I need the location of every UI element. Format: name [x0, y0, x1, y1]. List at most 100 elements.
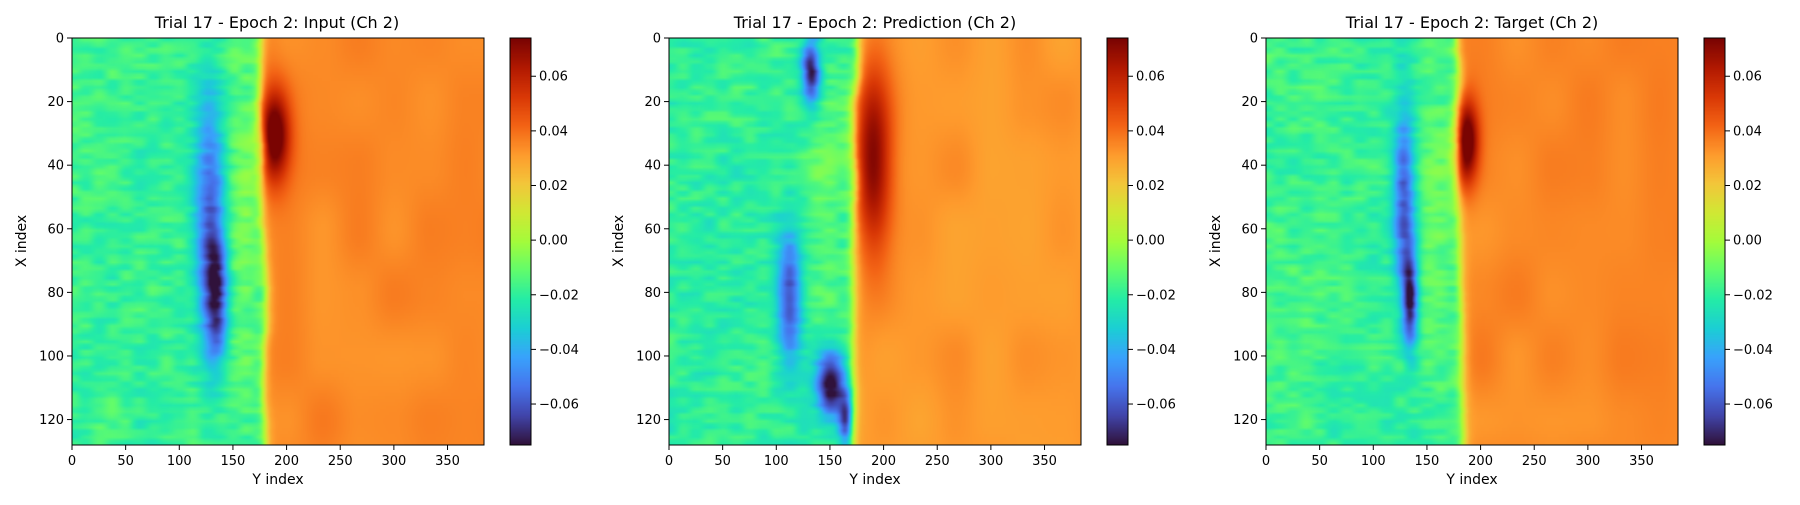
colorbar-axis: −0.06 −0.04 −0.02 0.00 0.02 0.04 0.06: [1725, 70, 1773, 413]
colorbar-frame: [509, 37, 532, 446]
colorbar-tick-label: −0.02: [1136, 288, 1176, 303]
x-axis-label: Y index: [251, 472, 303, 488]
colorbar-image: [1107, 38, 1128, 445]
x-tick-label: 250: [1522, 454, 1547, 469]
plot-frame: [71, 37, 485, 446]
y-axis-label: X index: [14, 215, 30, 267]
x-tick-label: 50: [117, 454, 134, 469]
colorbar-axis: −0.06 −0.04 −0.02 0.00 0.02 0.04 0.06: [531, 70, 579, 413]
y-tick-label: 60: [644, 222, 661, 237]
colorbar-tick-label: 0.00: [539, 234, 568, 249]
x-tick-label: 150: [1415, 454, 1440, 469]
panel-input: Trial 17 - Epoch 2: Input (Ch 2) 0 50 100 1…: [14, 13, 579, 488]
colorbar-image: [510, 38, 531, 445]
x-axis-label: Y index: [848, 472, 900, 488]
x-axis: 0 50 100 150 200 250 300 350: [68, 445, 460, 469]
x-tick-label: 150: [818, 454, 843, 469]
panel-title: Trial 17 - Epoch 2: Prediction (Ch 2): [733, 13, 1016, 32]
colorbar-tick-label: 0.00: [1136, 234, 1165, 249]
y-axis-label: X index: [1208, 215, 1224, 267]
x-tick-label: 100: [1361, 454, 1386, 469]
colorbar-tick-label: −0.06: [1733, 398, 1773, 413]
y-tick-label: 0: [1250, 32, 1258, 47]
x-axis: 0 50 100 150 200 250 300 350: [665, 445, 1057, 469]
x-tick-label: 350: [1629, 454, 1654, 469]
plot-frame: [1265, 37, 1679, 446]
x-tick-label: 300: [1575, 454, 1600, 469]
x-tick-label: 50: [714, 454, 731, 469]
x-tick-label: 100: [764, 454, 789, 469]
colorbar-tick-label: 0.04: [1136, 124, 1165, 139]
colorbar-tick-label: 0.02: [1136, 179, 1165, 194]
y-tick-label: 40: [644, 159, 661, 174]
y-axis: 0 20 40 60 80 100 120: [1233, 32, 1266, 428]
x-tick-label: 300: [978, 454, 1003, 469]
y-tick-label: 60: [1241, 222, 1258, 237]
panel-title: Trial 17 - Epoch 2: Input (Ch 2): [154, 13, 399, 32]
y-axis: 0 20 40 60 80 100 120: [39, 32, 72, 428]
colorbar-tick-label: −0.02: [539, 288, 579, 303]
x-tick-label: 300: [381, 454, 406, 469]
y-axis-label: X index: [611, 215, 627, 267]
y-tick-label: 60: [47, 222, 64, 237]
x-tick-label: 0: [665, 454, 673, 469]
x-tick-label: 200: [274, 454, 299, 469]
colorbar-tick-label: 0.04: [539, 124, 568, 139]
colorbar-tick-label: 0.06: [1136, 70, 1165, 85]
x-tick-label: 350: [1032, 454, 1057, 469]
colorbar-tick-label: 0.02: [1733, 179, 1762, 194]
panel-title: Trial 17 - Epoch 2: Target (Ch 2): [1345, 13, 1598, 32]
colorbar-tick-label: −0.02: [1733, 288, 1773, 303]
plot-frame: [668, 37, 1082, 446]
y-tick-label: 20: [644, 95, 661, 110]
x-tick-label: 0: [1262, 454, 1270, 469]
x-tick-label: 200: [871, 454, 896, 469]
heatmap-image: [72, 38, 484, 445]
y-tick-label: 0: [56, 32, 64, 47]
heatmap-image: [1266, 38, 1678, 445]
y-tick-label: 40: [1241, 159, 1258, 174]
y-tick-label: 20: [1241, 95, 1258, 110]
colorbar-tick-label: 0.00: [1733, 234, 1762, 249]
colorbar-tick-label: −0.06: [539, 398, 579, 413]
y-tick-label: 20: [47, 95, 64, 110]
y-tick-label: 120: [1233, 413, 1258, 428]
colorbar-tick-label: 0.06: [539, 70, 568, 85]
y-tick-label: 120: [39, 413, 64, 428]
colorbar-image: [1704, 38, 1725, 445]
x-tick-label: 150: [221, 454, 246, 469]
y-tick-label: 100: [1233, 349, 1258, 364]
y-tick-label: 0: [653, 32, 661, 47]
y-axis: 0 20 40 60 80 100 120: [636, 32, 669, 428]
x-tick-label: 0: [68, 454, 76, 469]
colorbar-tick-label: 0.06: [1733, 70, 1762, 85]
colorbar-tick-label: −0.04: [1136, 343, 1176, 358]
x-tick-label: 250: [925, 454, 950, 469]
y-tick-label: 100: [636, 349, 661, 364]
x-tick-label: 200: [1468, 454, 1493, 469]
y-tick-label: 120: [636, 413, 661, 428]
colorbar-frame: [1703, 37, 1726, 446]
colorbar-tick-label: −0.06: [1136, 398, 1176, 413]
x-tick-label: 50: [1311, 454, 1328, 469]
colorbar-tick-label: 0.02: [539, 179, 568, 194]
y-tick-label: 80: [1241, 286, 1258, 301]
colorbar-axis: −0.06 −0.04 −0.02 0.00 0.02 0.04 0.06: [1128, 70, 1176, 413]
colorbar-tick-label: −0.04: [539, 343, 579, 358]
y-tick-label: 40: [47, 159, 64, 174]
x-axis: 0 50 100 150 200 250 300 350: [1262, 445, 1654, 469]
x-tick-label: 100: [167, 454, 192, 469]
x-axis-label: Y index: [1445, 472, 1497, 488]
panel-target: Trial 17 - Epoch 2: Target (Ch 2) 0 50 100…: [1208, 13, 1773, 488]
colorbar-tick-label: −0.04: [1733, 343, 1773, 358]
colorbar-frame: [1106, 37, 1129, 446]
y-tick-label: 80: [47, 286, 64, 301]
y-tick-label: 80: [644, 286, 661, 301]
colorbar-tick-label: 0.04: [1733, 124, 1762, 139]
y-tick-label: 100: [39, 349, 64, 364]
x-tick-label: 350: [435, 454, 460, 469]
panel-prediction: Trial 17 - Epoch 2: Prediction (Ch 2) 0 5…: [611, 13, 1176, 488]
heatmap-image: [669, 38, 1081, 445]
x-tick-label: 250: [328, 454, 353, 469]
